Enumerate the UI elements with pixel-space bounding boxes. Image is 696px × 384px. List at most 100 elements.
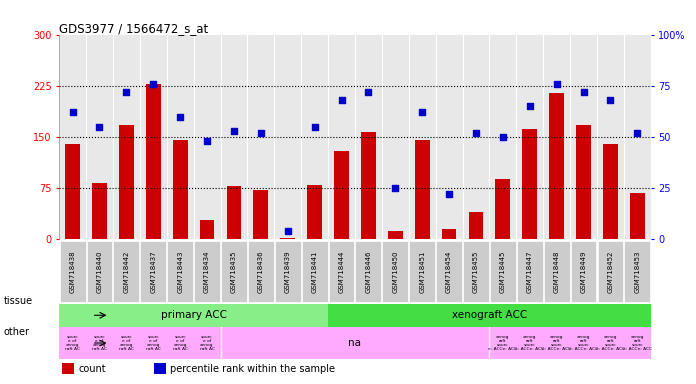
Point [336,97,347,103]
Bar [167,35,193,240]
FancyBboxPatch shape [409,241,435,302]
FancyBboxPatch shape [141,241,166,302]
FancyBboxPatch shape [598,241,624,302]
Text: GSM718447: GSM718447 [527,250,532,293]
Bar [570,35,597,240]
Text: na: na [349,338,361,348]
Point [443,191,454,197]
Text: GSM718451: GSM718451 [419,250,425,293]
Bar [154,363,166,374]
Text: GSM718453: GSM718453 [634,250,640,293]
Text: sourc
e of
xenog
raft AC: sourc e of xenog raft AC [173,334,188,351]
Text: GSM718452: GSM718452 [608,250,613,293]
Text: GSM718437: GSM718437 [150,250,157,293]
Text: GSM718448: GSM718448 [553,250,560,293]
Text: GSM718438: GSM718438 [70,250,76,293]
FancyBboxPatch shape [382,241,409,302]
Text: sourc
e of
xenog
raft AC: sourc e of xenog raft AC [65,334,80,351]
Bar [328,303,651,327]
FancyBboxPatch shape [113,241,139,302]
Bar [200,220,214,240]
Bar [334,151,349,240]
Point [202,138,213,144]
Bar [361,132,376,240]
Bar [523,129,537,240]
Point [390,185,401,191]
Point [605,97,616,103]
Bar [247,35,274,240]
FancyBboxPatch shape [60,241,86,302]
Text: xenog
raft
sourc
e: ACCe: ACC: xenog raft sourc e: ACCe: ACC [623,334,652,351]
Text: GSM718442: GSM718442 [123,250,129,293]
Text: percentile rank within the sample: percentile rank within the sample [170,364,335,374]
Bar [227,186,242,240]
FancyBboxPatch shape [436,241,462,302]
Text: xenog
raft
sourc
e: ACCe: ACC: xenog raft sourc e: ACCe: ACC [515,334,544,351]
Bar [92,184,107,240]
Text: count: count [78,364,106,374]
Bar [59,35,86,240]
Point [363,89,374,95]
Point [309,124,320,130]
Text: xenog
raft
sourc
e: ACCe: ACC: xenog raft sourc e: ACCe: ACC [489,334,517,351]
Bar [496,179,510,240]
Bar [193,35,221,240]
Point [228,128,239,134]
Bar [516,35,543,240]
Bar [576,125,591,240]
FancyBboxPatch shape [571,241,596,302]
Point [578,89,589,95]
Bar [436,35,463,240]
Bar [597,35,624,240]
Text: GSM718435: GSM718435 [231,250,237,293]
Text: tissue: tissue [3,296,33,306]
Text: GSM718449: GSM718449 [580,250,587,293]
FancyBboxPatch shape [302,241,328,302]
Text: GSM718436: GSM718436 [258,250,264,293]
Point [175,113,186,119]
Point [148,81,159,87]
FancyBboxPatch shape [490,241,516,302]
FancyBboxPatch shape [167,241,193,302]
FancyBboxPatch shape [194,241,220,302]
Bar [543,35,570,240]
Bar [119,125,134,240]
Text: GSM718445: GSM718445 [500,250,506,293]
Bar [113,35,140,240]
Text: GSM718450: GSM718450 [393,250,398,293]
Text: sourc
e of
xenog
raft AC: sourc e of xenog raft AC [119,334,134,351]
Bar [301,35,328,240]
Text: xenog
raft
sourc
e: ACCe: ACC: xenog raft sourc e: ACCe: ACC [596,334,625,351]
Text: GSM718444: GSM718444 [338,250,345,293]
Bar [355,35,382,240]
Bar [409,35,436,240]
Bar [468,212,483,240]
Bar [549,93,564,240]
Bar [624,35,651,240]
Point [524,103,535,109]
Bar [221,35,247,240]
Text: xenograft ACC: xenograft ACC [452,310,527,320]
Text: GSM718441: GSM718441 [312,250,317,293]
Bar [463,35,489,240]
Text: sourc
e of
xenog
raft AC: sourc e of xenog raft AC [200,334,214,351]
Bar [328,35,355,240]
Text: GSM718439: GSM718439 [285,250,291,293]
Text: GSM718440: GSM718440 [97,250,102,293]
Point [121,89,132,95]
FancyBboxPatch shape [221,241,247,302]
Bar [415,141,429,240]
FancyBboxPatch shape [275,241,301,302]
FancyBboxPatch shape [517,241,543,302]
Bar [173,141,187,240]
FancyBboxPatch shape [544,241,569,302]
FancyBboxPatch shape [463,241,489,302]
Bar [65,144,80,240]
Bar [489,35,516,240]
Bar [382,35,409,240]
Bar [442,229,457,240]
Point [417,109,428,116]
Text: GSM718434: GSM718434 [204,250,210,293]
Bar [86,35,113,240]
Bar [603,144,618,240]
